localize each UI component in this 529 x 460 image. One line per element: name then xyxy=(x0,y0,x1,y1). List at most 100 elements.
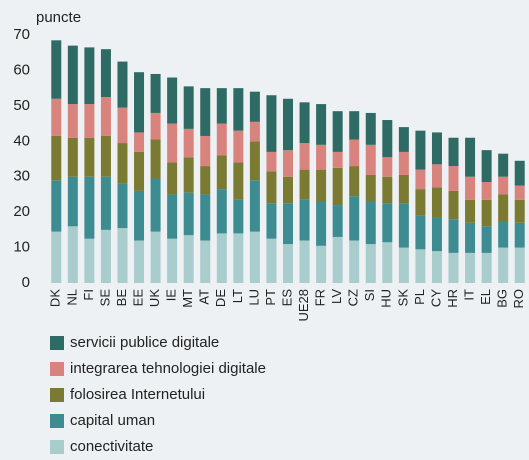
bar-segment xyxy=(514,199,525,223)
bar-segment xyxy=(332,111,343,152)
bar-segment xyxy=(349,111,360,140)
bar-segment xyxy=(100,176,111,230)
bar-segment xyxy=(431,251,442,283)
bar-segment xyxy=(398,174,409,204)
bar-segment xyxy=(481,182,492,200)
bar-segment xyxy=(465,137,476,177)
bar-segment xyxy=(316,201,327,246)
bar-segment xyxy=(465,176,476,200)
x-tick-label: PL xyxy=(412,289,427,305)
bar-segment xyxy=(150,73,161,113)
x-tick-label: LU xyxy=(246,289,261,306)
bar-segment xyxy=(117,107,128,144)
bar-segment xyxy=(150,178,161,232)
x-tick-label: DE xyxy=(213,289,228,307)
bar-segment xyxy=(51,180,62,232)
x-tick-label: SI xyxy=(362,289,377,301)
x-tick-label: BE xyxy=(114,289,129,307)
bar-segment xyxy=(100,229,111,283)
bar-segment xyxy=(316,169,327,202)
y-tick-label: 10 xyxy=(13,239,30,256)
legend-label: conectivitate xyxy=(70,438,153,455)
bar-segment xyxy=(349,166,360,197)
bar-segment xyxy=(365,244,376,283)
x-tick-label: EL xyxy=(478,289,493,305)
x-tick-label: FI xyxy=(81,289,96,301)
y-tick-label: 30 xyxy=(13,168,30,185)
bar-segment xyxy=(100,135,111,177)
bar-segment xyxy=(365,144,376,175)
bar-segment xyxy=(349,196,360,241)
bar-segment xyxy=(283,244,293,283)
bar-segment xyxy=(481,226,492,253)
x-tick-label: MT xyxy=(180,289,195,308)
bar-segment xyxy=(216,189,227,234)
bar-segment xyxy=(100,97,111,136)
bar-segment xyxy=(398,247,409,283)
bar-segment xyxy=(448,252,459,283)
bar-segment xyxy=(382,242,393,283)
x-tick-label: SE xyxy=(97,289,112,307)
x-tick-label: IE xyxy=(164,289,179,302)
bar-segment xyxy=(233,199,244,234)
bar-segment xyxy=(415,130,426,170)
bar-segment xyxy=(332,167,343,206)
bar-segment xyxy=(398,127,409,152)
x-tick-label: LV xyxy=(329,289,344,304)
bar-segment xyxy=(183,157,194,193)
y-tick-label: 40 xyxy=(13,132,30,149)
x-tick-label: AT xyxy=(197,289,212,305)
bar-segment xyxy=(514,185,525,200)
x-tick-label: ES xyxy=(279,289,294,307)
bar-segment xyxy=(332,151,343,168)
bar-segment xyxy=(332,205,343,237)
bar-segment xyxy=(84,104,95,138)
x-tick-label: CZ xyxy=(346,289,361,306)
bar-segment xyxy=(448,190,459,220)
x-tick-label: SK xyxy=(395,289,410,307)
bar-segment xyxy=(249,91,260,122)
bar-segment xyxy=(398,203,409,248)
bar-segment xyxy=(167,238,178,283)
bar-segment xyxy=(382,157,393,177)
bar-segment xyxy=(481,199,492,227)
x-tick-label: HR xyxy=(445,289,460,308)
bar-segment xyxy=(431,187,442,218)
bar-segment xyxy=(216,123,227,156)
bar-segment xyxy=(415,189,426,216)
bar-segment xyxy=(51,231,62,283)
bar-segment xyxy=(233,88,244,131)
bar-segment xyxy=(183,128,194,158)
bar-segment xyxy=(167,123,178,163)
bar-segment xyxy=(465,222,476,253)
bar-segment xyxy=(481,252,492,283)
bar-segment xyxy=(183,235,194,283)
bar-segment xyxy=(117,143,128,184)
bar-segment xyxy=(365,112,376,145)
bar-segment xyxy=(431,164,442,188)
bar-segment xyxy=(498,153,509,177)
bar-segment xyxy=(498,194,509,221)
bar-segment xyxy=(283,150,293,177)
bar-segment xyxy=(398,151,409,175)
x-tick-label: IT xyxy=(462,289,477,301)
bar-segment xyxy=(514,247,525,283)
legend-swatch xyxy=(50,362,64,376)
bar-segment xyxy=(216,233,227,283)
bar-segment xyxy=(448,166,459,191)
bar-segment xyxy=(167,162,178,195)
bar-segment xyxy=(150,231,161,283)
x-tick-label: HU xyxy=(379,289,394,308)
bar-segment xyxy=(200,135,211,167)
bar-segment xyxy=(349,139,360,167)
bar-segment xyxy=(233,130,244,163)
bar-segment xyxy=(498,221,509,248)
bar-segment xyxy=(249,180,260,232)
bar-segment xyxy=(448,137,459,167)
bar-segment xyxy=(382,176,393,204)
bar-segment xyxy=(134,72,145,133)
bar-segment xyxy=(67,226,78,283)
bar-segment xyxy=(150,112,161,140)
bar-segment xyxy=(67,176,78,227)
